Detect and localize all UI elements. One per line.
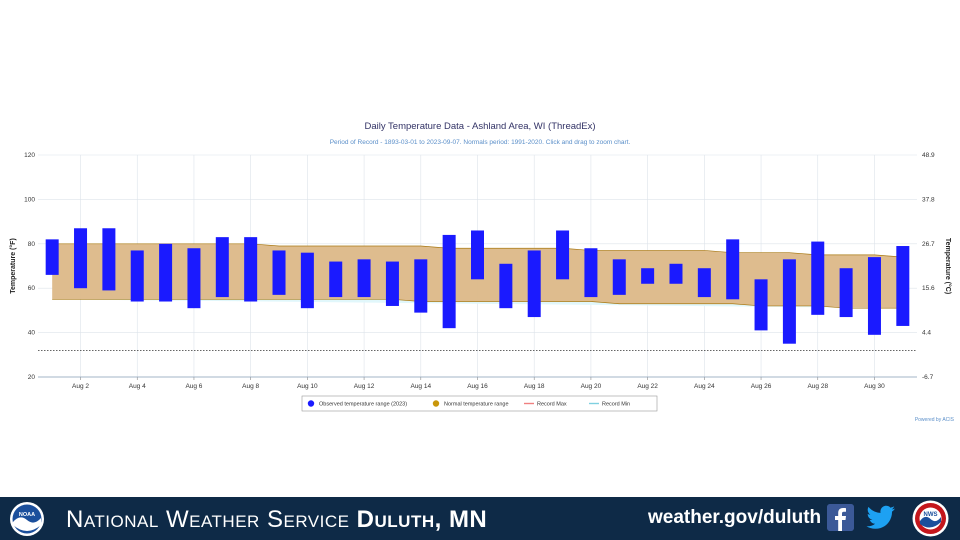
office-website-link[interactable]: weather.gov/duluth — [648, 507, 822, 528]
y-axis-label-left: Temperature (°F) — [9, 238, 17, 294]
observed-bar-aug-18 — [527, 250, 541, 318]
facebook-icon[interactable] — [827, 504, 854, 531]
observed-bar-aug-10 — [300, 252, 314, 309]
twitter-icon[interactable] — [866, 504, 896, 531]
observed-bar-aug-12 — [357, 259, 371, 298]
y-tick-label-right: 15.6 — [922, 285, 935, 292]
chart-title: Daily Temperature Data - Ashland Area, W… — [364, 121, 595, 132]
legend-symbol — [432, 400, 440, 407]
observed-bar-aug-16 — [471, 230, 484, 280]
observed-bar-aug-20 — [584, 248, 598, 298]
observed-bar-aug-22 — [641, 268, 655, 284]
x-tick-label: Aug 6 — [185, 383, 202, 390]
observed-bar-aug-25 — [726, 239, 740, 300]
observed-bar-aug-13 — [385, 261, 399, 306]
noaa-logo-text: NOAA — [19, 512, 35, 518]
y-tick-label-left: 80 — [28, 241, 36, 248]
legend-label: Normal temperature range — [444, 402, 509, 408]
observed-bar-aug-21 — [612, 259, 626, 295]
x-tick-label: Aug 24 — [694, 383, 715, 390]
x-tick-label: Aug 22 — [637, 383, 658, 390]
observed-bar-aug-1 — [45, 239, 59, 275]
observed-bar-aug-30 — [867, 257, 881, 335]
nws-office-title: National Weather Service Duluth, MN — [66, 506, 487, 534]
noaa-logo: NOAA — [10, 502, 44, 536]
observed-bar-aug-27 — [782, 259, 796, 344]
observed-bar-aug-2 — [74, 228, 88, 289]
x-tick-label: Aug 16 — [467, 383, 488, 390]
observed-bar-aug-5 — [159, 243, 173, 302]
x-tick-label: Aug 10 — [297, 383, 318, 390]
observed-bar-aug-28 — [811, 241, 825, 315]
y-tick-label-right: 48.9 — [922, 152, 935, 159]
y-tick-label-left: 40 — [28, 330, 36, 337]
legend-symbol — [307, 400, 315, 407]
chart-credit: Powered by ACIS — [915, 417, 955, 423]
axes-layer: 20 -6.7 40 4.4 60 15.6 80 26.7 100 37.8 120 48.9 Aug… — [24, 152, 935, 390]
nws-seal: NWS — [912, 500, 949, 537]
x-tick-label: Aug 2 — [72, 383, 89, 390]
observed-bar-aug-3 — [102, 228, 116, 291]
x-tick-label: Aug 30 — [864, 383, 885, 390]
x-tick-label: Aug 8 — [242, 383, 259, 390]
x-tick-label: Aug 20 — [581, 383, 602, 390]
legend-label: Record Min — [602, 402, 630, 408]
footer-banner: NOAA National Weather Service Duluth, MN… — [0, 497, 960, 540]
y-tick-label-left: 20 — [28, 374, 36, 381]
nws-title-prefix: National Weather Service — [66, 506, 350, 533]
nws-seal-text: NWS — [924, 512, 938, 518]
observed-bar-aug-19 — [556, 230, 570, 280]
observed-bar-aug-17 — [499, 263, 513, 309]
observed-bar-aug-23 — [669, 263, 683, 284]
observed-bar-aug-4 — [130, 250, 144, 302]
y-tick-label-right: 4.4 — [922, 330, 931, 337]
legend-label: Observed temperature range (2023) — [319, 402, 407, 408]
observed-bar-aug-24 — [697, 268, 711, 298]
y-axis-label-right: Temperature (°C) — [944, 238, 952, 294]
observed-range-layer — [45, 228, 910, 344]
x-tick-label: Aug 28 — [807, 383, 828, 390]
y-tick-label-left: 60 — [28, 285, 36, 292]
x-tick-label: Aug 4 — [129, 383, 146, 390]
x-tick-label: Aug 18 — [524, 383, 545, 390]
x-tick-label: Aug 14 — [410, 383, 431, 390]
y-tick-label-left: 120 — [24, 152, 35, 159]
legend-box — [301, 395, 658, 412]
observed-bar-aug-15 — [442, 234, 456, 329]
y-tick-label-left: 100 — [24, 196, 35, 203]
observed-bar-aug-14 — [414, 259, 428, 313]
temperature-chart[interactable]: Daily Temperature Data - Ashland Area, W… — [0, 110, 960, 430]
observed-bar-aug-31 — [896, 246, 910, 326]
y-tick-label-right: -6.7 — [922, 374, 934, 381]
observed-bar-aug-29 — [839, 268, 853, 318]
legend-label: Record Max — [537, 402, 567, 408]
record-min-band — [52, 299, 903, 309]
observed-bar-aug-6 — [187, 248, 201, 309]
observed-bar-aug-9 — [272, 250, 286, 295]
x-tick-label: Aug 12 — [354, 383, 375, 390]
observed-bar-aug-8 — [244, 237, 258, 302]
y-tick-label-right: 26.7 — [922, 241, 935, 248]
observed-bar-aug-11 — [329, 261, 343, 298]
observed-bar-aug-7 — [215, 237, 229, 298]
observed-bar-aug-26 — [754, 279, 768, 331]
chart-subtitle: Period of Record - 1893-03-01 to 2023-09… — [330, 139, 631, 146]
x-tick-label: Aug 26 — [751, 383, 772, 390]
chart-legend: Observed temperature range (2023) Normal … — [301, 395, 658, 412]
y-tick-label-right: 37.8 — [922, 196, 935, 203]
nws-title-office: Duluth, MN — [356, 506, 488, 533]
